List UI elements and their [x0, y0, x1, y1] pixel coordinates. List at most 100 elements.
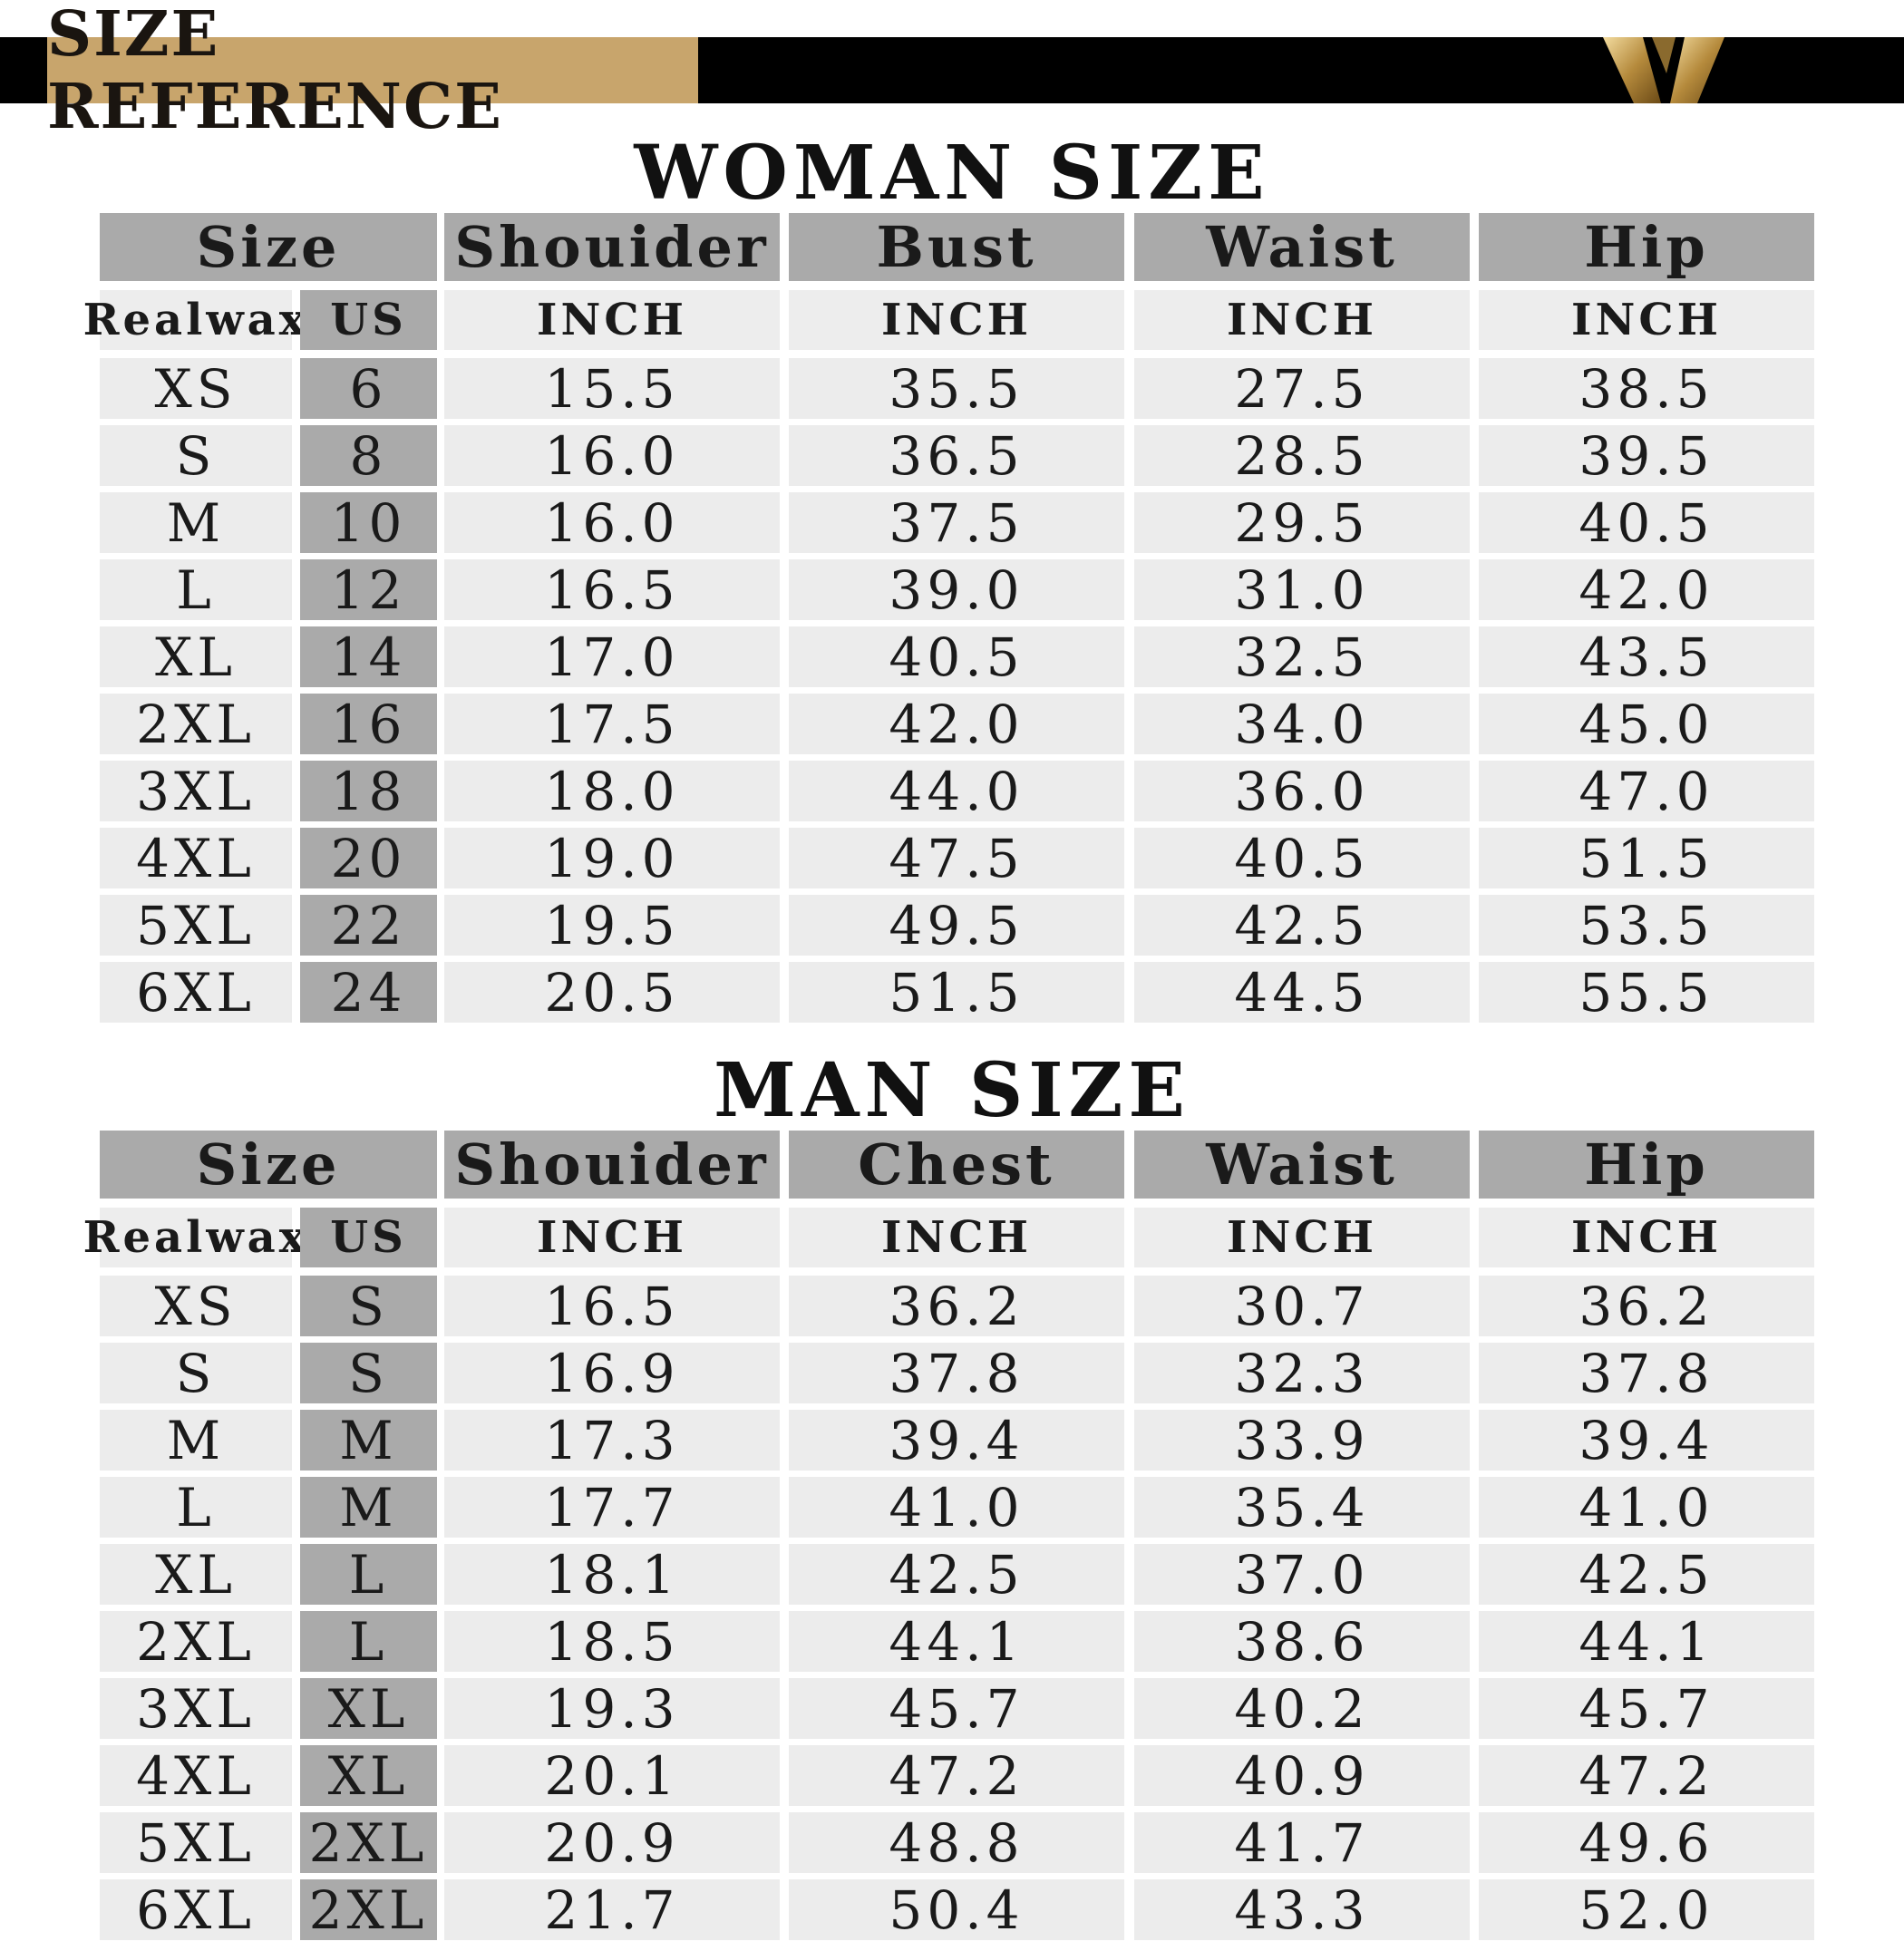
table-cell: 22	[300, 895, 437, 956]
table-cell: 36.2	[789, 1276, 1124, 1337]
table-cell: S	[300, 1343, 437, 1404]
table-cell: M	[100, 492, 292, 554]
table-cell: 6XL	[100, 1879, 292, 1941]
table-cell: 40.9	[1134, 1745, 1470, 1807]
table-cell: 32.3	[1134, 1343, 1470, 1404]
table-cell: 17.3	[444, 1410, 780, 1471]
table-cell: 14	[300, 626, 437, 688]
gold-w-logo-icon	[1603, 37, 1724, 103]
column-header: Size	[100, 213, 437, 281]
table-cell: 39.0	[789, 559, 1124, 621]
table-cell: XL	[100, 626, 292, 688]
table-cell: 44.0	[789, 761, 1124, 822]
unit-header: INCH	[444, 290, 780, 350]
table-cell: 37.8	[1479, 1343, 1814, 1404]
banner-title: SIZE REFERENCE	[47, 0, 698, 143]
column-header: Shouider	[444, 213, 780, 281]
table-cell: 33.9	[1134, 1410, 1470, 1471]
table-cell: 20.9	[444, 1812, 780, 1874]
table-cell: 40.5	[1134, 828, 1470, 889]
table-cell: 47.5	[789, 828, 1124, 889]
table-cell: 47.2	[789, 1745, 1124, 1807]
table-cell: 36.5	[789, 425, 1124, 487]
table-cell: S	[100, 1343, 292, 1404]
table-cell: 16.0	[444, 425, 780, 487]
table-cell: 44.1	[789, 1611, 1124, 1673]
table-cell: 16.5	[444, 1276, 780, 1337]
table-cell: 32.5	[1134, 626, 1470, 688]
table-cell: 42.0	[789, 694, 1124, 755]
table-cell: 36.0	[1134, 761, 1470, 822]
table-cell: 47.2	[1479, 1745, 1814, 1807]
column-header: Size	[100, 1131, 437, 1199]
table-cell: 19.5	[444, 895, 780, 956]
table-cell: 28.5	[1134, 425, 1470, 487]
unit-header: INCH	[1134, 290, 1470, 350]
column-header: Waist	[1134, 213, 1470, 281]
table-cell: 37.5	[789, 492, 1124, 554]
table-cell: 50.4	[789, 1879, 1124, 1941]
table-cell: 24	[300, 962, 437, 1024]
unit-header: US	[300, 1208, 437, 1267]
table-cell: 43.3	[1134, 1879, 1470, 1941]
table-cell: 17.0	[444, 626, 780, 688]
table-cell: 41.0	[1479, 1477, 1814, 1538]
table-cell: 38.5	[1479, 358, 1814, 420]
table-cell: 31.0	[1134, 559, 1470, 621]
table-cell: 6	[300, 358, 437, 420]
table-cell: 35.4	[1134, 1477, 1470, 1538]
table-cell: 45.7	[789, 1678, 1124, 1740]
table-cell: 47.0	[1479, 761, 1814, 822]
table-cell: 2XL	[300, 1812, 437, 1874]
unit-header: INCH	[1479, 1208, 1814, 1267]
table-cell: 17.5	[444, 694, 780, 755]
table-cell: 3XL	[100, 761, 292, 822]
column-header: Waist	[1134, 1131, 1470, 1199]
table-cell: 4XL	[100, 1745, 292, 1807]
table-cell: XS	[100, 358, 292, 420]
column-header: Hip	[1479, 1131, 1814, 1199]
table-cell: 42.5	[1479, 1544, 1814, 1606]
table-cell: 18.5	[444, 1611, 780, 1673]
table-cell: 29.5	[1134, 492, 1470, 554]
table-cell: 42.5	[789, 1544, 1124, 1606]
table-cell: 2XL	[300, 1879, 437, 1941]
table-cell: 2XL	[100, 1611, 292, 1673]
table-cell: 10	[300, 492, 437, 554]
table-cell: XL	[300, 1678, 437, 1740]
table-cell: 4XL	[100, 828, 292, 889]
table-cell: L	[300, 1611, 437, 1673]
woman-size-title: WOMAN SIZE	[634, 130, 1270, 217]
table-cell: 15.5	[444, 358, 780, 420]
table-cell: 5XL	[100, 895, 292, 956]
table-cell: 44.5	[1134, 962, 1470, 1024]
table-cell: 35.5	[789, 358, 1124, 420]
table-cell: 19.0	[444, 828, 780, 889]
table-cell: S	[300, 1276, 437, 1337]
table-cell: 12	[300, 559, 437, 621]
table-cell: 17.7	[444, 1477, 780, 1538]
table-cell: 40.5	[789, 626, 1124, 688]
table-cell: 8	[300, 425, 437, 487]
column-header: Bust	[789, 213, 1124, 281]
table-cell: L	[100, 1477, 292, 1538]
table-cell: 40.5	[1479, 492, 1814, 554]
table-cell: 42.5	[1134, 895, 1470, 956]
table-cell: L	[100, 559, 292, 621]
table-cell: 27.5	[1134, 358, 1470, 420]
table-cell: 39.4	[1479, 1410, 1814, 1471]
unit-header: US	[300, 290, 437, 350]
table-cell: 42.0	[1479, 559, 1814, 621]
table-cell: 18.0	[444, 761, 780, 822]
table-cell: 20.1	[444, 1745, 780, 1807]
unit-header: INCH	[1134, 1208, 1470, 1267]
table-cell: 20	[300, 828, 437, 889]
table-cell: 37.8	[789, 1343, 1124, 1404]
table-cell: 49.5	[789, 895, 1124, 956]
table-cell: XL	[100, 1544, 292, 1606]
table-cell: 5XL	[100, 1812, 292, 1874]
table-cell: 3XL	[100, 1678, 292, 1740]
table-cell: 55.5	[1479, 962, 1814, 1024]
table-cell: 36.2	[1479, 1276, 1814, 1337]
table-cell: 43.5	[1479, 626, 1814, 688]
